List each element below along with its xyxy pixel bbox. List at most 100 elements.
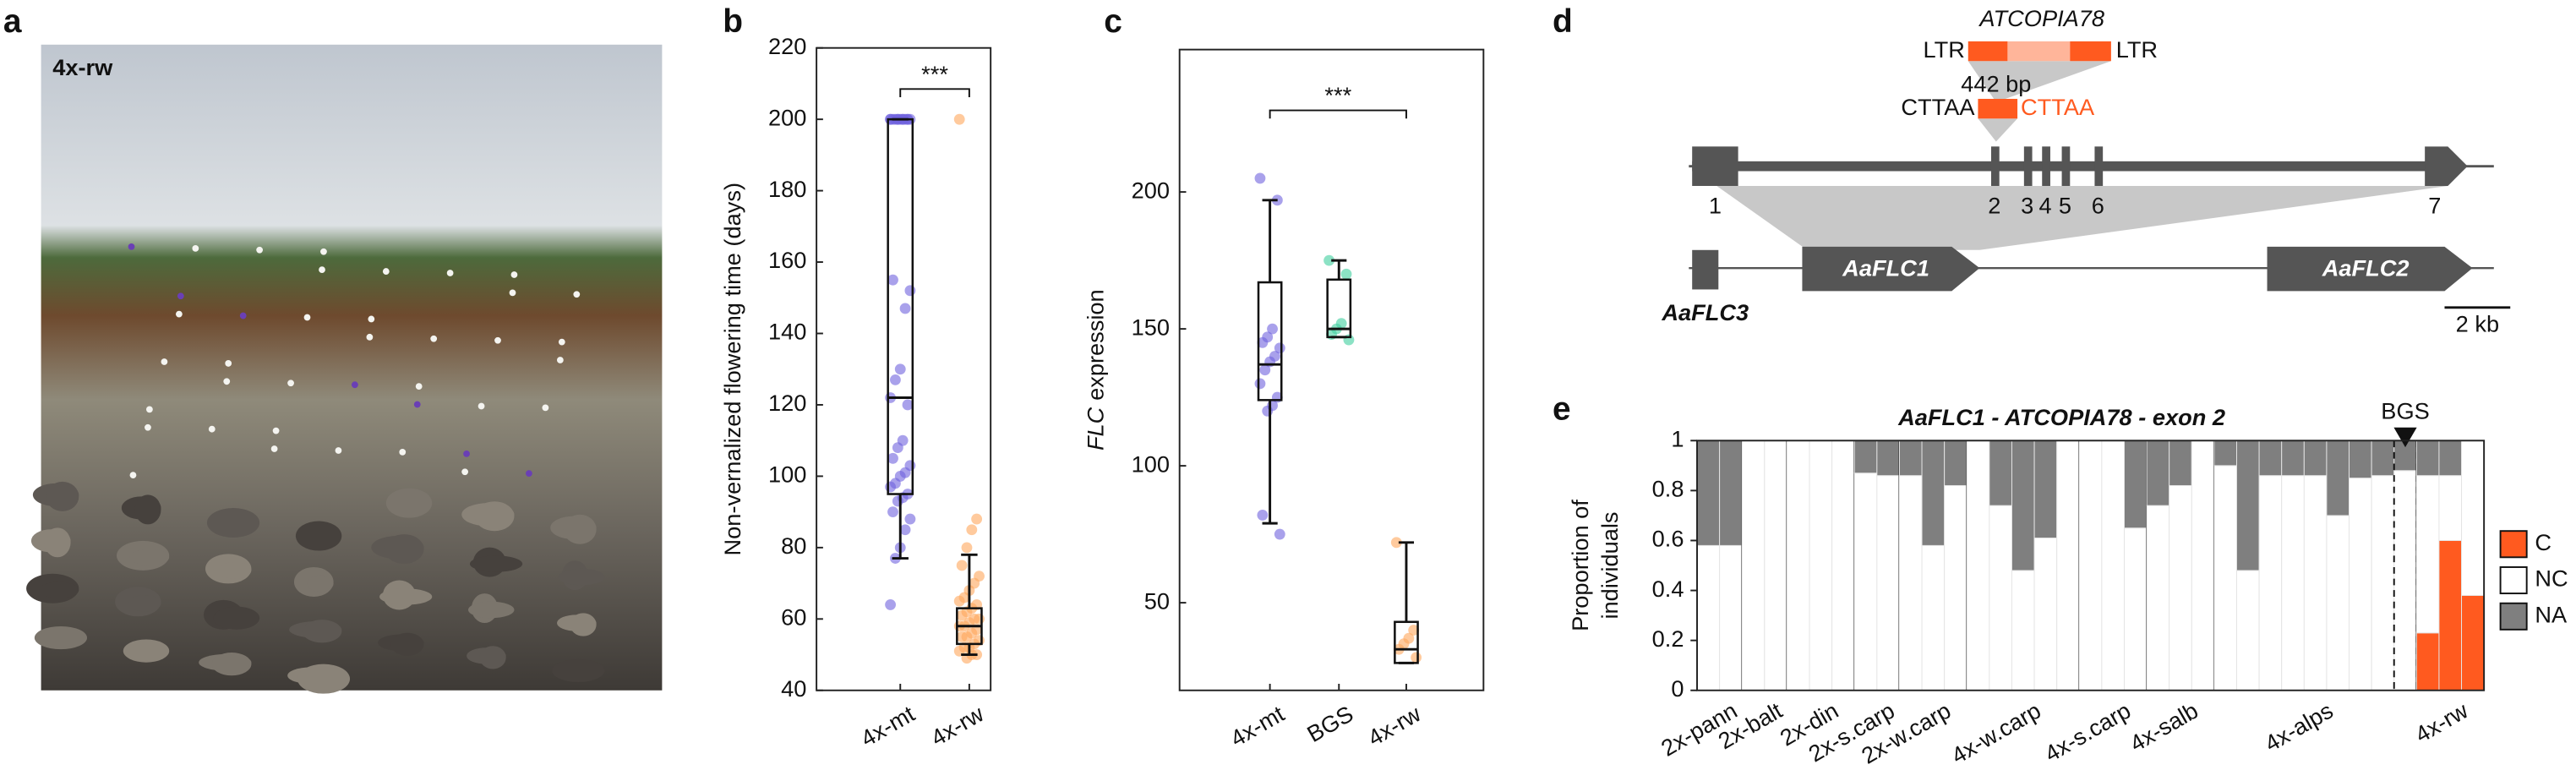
data-point <box>956 631 968 642</box>
bar-segment <box>1719 440 1743 546</box>
rock <box>552 658 605 683</box>
tsd <box>1978 98 2018 119</box>
bar-segment <box>2236 570 2260 691</box>
flower <box>239 312 247 320</box>
data-point <box>956 560 968 571</box>
chart-title: AaFLC1 - ATCOPIA78 - exon 2 <box>1897 404 2225 430</box>
rock <box>558 568 605 586</box>
bar-segment <box>1853 440 1878 474</box>
data-point <box>1254 378 1266 390</box>
y-tick-label: 160 <box>768 247 806 273</box>
insert-size: 442 bp <box>1961 71 2031 97</box>
tsd-label: CTTAA <box>2021 94 2095 120</box>
bar-segment <box>2213 465 2237 691</box>
box <box>1394 620 1419 664</box>
bar-segment <box>1989 440 2012 506</box>
flower <box>478 402 485 410</box>
te-body <box>2007 41 2071 62</box>
ltr-label: LTR <box>2116 36 2158 63</box>
y-tick-label: 200 <box>768 104 806 130</box>
data-point <box>892 442 903 454</box>
bar-segment <box>1966 440 1990 691</box>
flower <box>526 470 532 478</box>
ltr <box>1967 41 2008 62</box>
y-tick-label: 200 <box>1132 177 1170 203</box>
exon <box>1990 146 2000 186</box>
rock <box>570 613 597 636</box>
data-point <box>1408 625 1420 636</box>
data-point <box>961 542 973 554</box>
y-tick-label: 0.2 <box>1652 625 1684 652</box>
bar-segment <box>2371 440 2395 477</box>
flower <box>351 381 358 389</box>
data-point <box>953 595 965 607</box>
flower <box>320 248 327 255</box>
flower <box>556 357 564 363</box>
x-tick-label: 4x-rw <box>926 700 988 751</box>
data-point <box>904 285 916 297</box>
flower <box>287 380 294 387</box>
bar-segment <box>2438 475 2463 541</box>
bar-segment <box>1876 440 1900 477</box>
y-tick-label: 100 <box>1132 451 1170 477</box>
y-tick-label: 100 <box>768 462 806 488</box>
data-point <box>1257 509 1269 521</box>
data-point <box>1323 254 1335 266</box>
bgs-label: BGS <box>2381 397 2429 423</box>
bar-segment <box>2415 440 2440 477</box>
y-tick-label: 180 <box>768 176 806 202</box>
y-tick-label: 80 <box>781 532 806 559</box>
bar-segment <box>1786 440 1810 691</box>
x-tick-label: 4x-alps <box>2260 697 2337 757</box>
exon-number: 3 <box>2021 192 2033 218</box>
bar-segment <box>2101 440 2125 691</box>
x-tick-label: 4x-rw <box>2410 696 2472 747</box>
data-point <box>904 513 916 525</box>
flower <box>272 427 280 434</box>
bar-segment <box>1809 440 1833 691</box>
significance-bracket <box>899 88 970 98</box>
bar-segment <box>2349 440 2372 479</box>
exon-number: 5 <box>2059 192 2071 218</box>
bar-segment <box>2438 539 2463 691</box>
data-point <box>1257 336 1269 348</box>
data-point <box>1411 652 1422 664</box>
zoom-trapezoid <box>1716 185 2448 250</box>
data-point <box>887 274 898 286</box>
bar-segment <box>1921 544 1946 691</box>
bar-segment <box>2281 475 2305 691</box>
legend-swatch <box>2499 602 2528 631</box>
data-point <box>889 374 901 385</box>
y-tick-label: 120 <box>768 390 806 416</box>
legend-swatch <box>2499 530 2528 559</box>
x-tick-label: 4x-salb <box>2126 697 2202 757</box>
legend-label: NA <box>2535 601 2568 627</box>
x-tick-label: BGS <box>1302 701 1357 748</box>
rock <box>34 625 88 650</box>
rock <box>385 488 433 518</box>
bar-segment <box>1989 505 2012 691</box>
rock <box>46 481 79 511</box>
rock <box>123 639 170 663</box>
bar-segment <box>2326 440 2350 516</box>
bar-segment <box>2415 632 2440 691</box>
insertion-funnel <box>1967 61 2111 102</box>
rock <box>302 620 342 643</box>
bar-segment <box>1921 440 1946 546</box>
y-tick-label: 60 <box>781 604 806 630</box>
flower <box>542 404 549 412</box>
rock <box>218 562 252 579</box>
flower <box>494 336 501 344</box>
flower <box>223 378 231 385</box>
data-point <box>885 599 896 610</box>
bar-segment <box>2258 475 2283 691</box>
panel-label: e <box>1553 391 1571 428</box>
y-tick-label: 50 <box>1144 587 1170 614</box>
y-axis-label: Proportion of <box>1567 500 1593 631</box>
bar-segment <box>2371 475 2395 691</box>
box <box>1257 281 1283 401</box>
flower <box>256 246 264 254</box>
bar-segment <box>2258 440 2283 477</box>
bar-segment <box>2078 440 2103 691</box>
